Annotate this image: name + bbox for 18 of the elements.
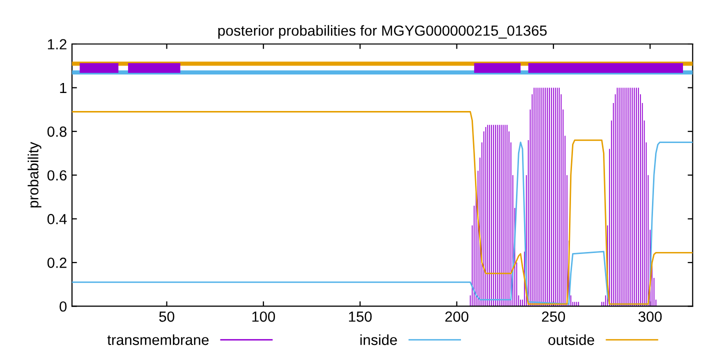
y-tick-label: 1 (60, 82, 66, 93)
x-tick-label: 100 (252, 311, 276, 322)
y-tick-label: 0 (60, 301, 67, 312)
chart-title: posterior probabilities for MGYG000000215_01365 (218, 25, 547, 39)
x-tick-label: 150 (349, 311, 372, 322)
x-tick-label: 250 (542, 311, 566, 322)
y-axis-title: probability (28, 142, 42, 208)
y-tick-label: 1.2 (48, 39, 66, 50)
x-tick-label: 300 (638, 311, 662, 322)
y-tick-label: 0.8 (47, 126, 67, 137)
x-tick-label: 50 (159, 311, 174, 322)
y-tick-label: 0.6 (47, 170, 66, 181)
y-tick-label: 0.4 (47, 214, 67, 224)
legend-label: outside (548, 334, 594, 346)
legend-label: transmembrane (107, 334, 209, 346)
x-tick-label: 200 (445, 311, 468, 322)
y-tick-label: 0.2 (47, 258, 66, 268)
legend-label: inside (360, 334, 397, 346)
